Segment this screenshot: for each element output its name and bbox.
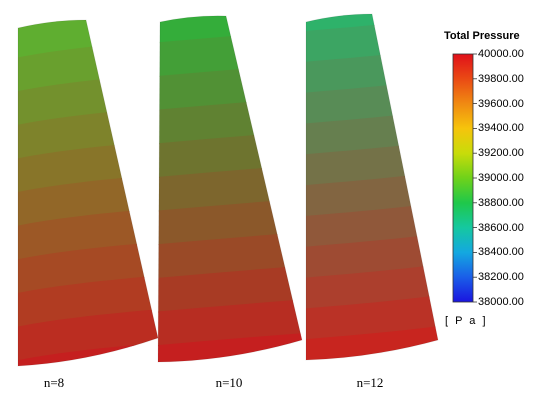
contour-band xyxy=(158,154,302,227)
contour-band xyxy=(158,221,302,295)
legend-tick-label: 38000.00 xyxy=(478,296,524,308)
legend-tick-label: 39000.00 xyxy=(478,172,524,184)
caption-n8: n=8 xyxy=(43,375,65,390)
contour-band xyxy=(306,107,438,178)
contour-band xyxy=(158,86,302,160)
legend-color-bar xyxy=(452,53,474,303)
contour-band xyxy=(306,323,438,360)
contour-band xyxy=(306,138,438,208)
legend-title: Total Pressure xyxy=(444,30,520,42)
contour-band xyxy=(306,199,438,270)
legend-tick-label: 39200.00 xyxy=(478,147,524,160)
legend-tick-label: 40000.00 xyxy=(478,48,524,60)
contour-band xyxy=(306,76,438,147)
contour-band xyxy=(306,292,438,360)
contour-band xyxy=(158,288,302,362)
caption-n10: n=10 xyxy=(215,375,243,390)
caption-n12: n=12 xyxy=(356,375,384,390)
legend-tick-label: 39800.00 xyxy=(478,72,524,85)
legend-tick-label: 38400.00 xyxy=(478,246,524,259)
legend-tick-label: 39400.00 xyxy=(478,122,524,135)
contour-panel-3 xyxy=(306,14,438,360)
legend-tick-label: 38800.00 xyxy=(478,196,524,209)
contour-band xyxy=(306,230,438,301)
contour-band xyxy=(158,19,302,93)
contour-band xyxy=(306,261,438,332)
legend-tick-label: 38600.00 xyxy=(478,221,524,234)
contour-band xyxy=(158,120,302,194)
contour-band xyxy=(158,187,302,261)
contour-band xyxy=(158,53,302,126)
contour-band xyxy=(306,169,438,239)
contour-band xyxy=(306,14,438,85)
legend-unit: [ P a ] xyxy=(445,315,488,327)
legend-tick-label: 39600.00 xyxy=(478,97,524,110)
contour-band xyxy=(158,255,302,328)
legend-tick-label: 38200.00 xyxy=(478,271,524,284)
contour-band xyxy=(306,45,438,116)
